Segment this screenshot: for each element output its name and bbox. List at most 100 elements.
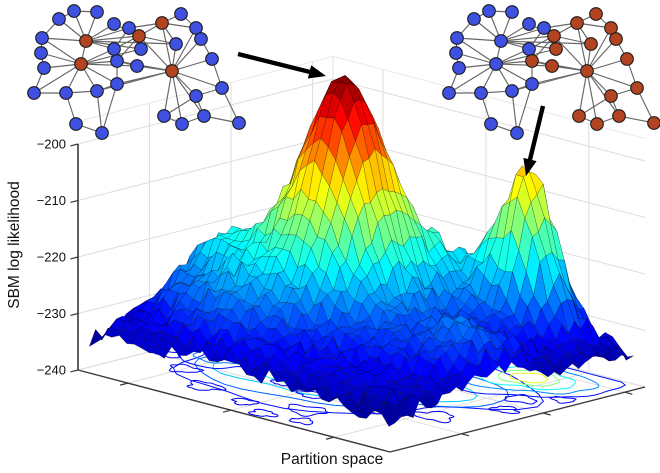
network-node (489, 57, 503, 71)
network-node (450, 31, 464, 45)
arrow-to-secondary-peak (527, 105, 546, 162)
contour-ring (509, 372, 548, 384)
network-edge (171, 70, 223, 89)
network-node (522, 42, 536, 56)
network-node (525, 77, 539, 91)
network-node (467, 12, 481, 26)
network-node (482, 4, 496, 18)
network-edge (495, 48, 557, 65)
network-node (130, 59, 144, 73)
network-node (545, 59, 559, 73)
arrow-to-secondary-peak-head (523, 157, 537, 176)
network-node (169, 37, 183, 51)
network-node (157, 109, 171, 123)
network-node (510, 126, 524, 140)
network-edge (495, 63, 533, 85)
network-edge (33, 63, 82, 94)
network-node (547, 29, 561, 43)
z-tick-label: −230 (37, 306, 66, 321)
contour-ring (186, 379, 227, 391)
network-node (59, 86, 73, 100)
network-edge (116, 70, 173, 85)
contour-ring (287, 403, 329, 417)
network-node (449, 46, 463, 60)
network-edge (171, 70, 205, 117)
network-node (52, 12, 66, 26)
network-node (442, 86, 456, 100)
network-edge (138, 35, 173, 72)
network-node (74, 57, 88, 71)
network-edge (495, 63, 553, 67)
network-node (79, 34, 93, 48)
network-node (609, 32, 623, 46)
arrow-to-global-peak-head (307, 65, 326, 79)
z-axis-label: SBM log likelihood (6, 181, 23, 309)
network-node (584, 37, 598, 51)
network-node (165, 64, 179, 78)
contour-ring (247, 408, 279, 418)
network-edge (80, 48, 142, 65)
network-node (194, 32, 208, 46)
network-node (95, 126, 109, 140)
z-tick-label: −240 (37, 363, 66, 378)
network-edge (41, 37, 87, 42)
network-edge (80, 63, 138, 67)
network-node (572, 109, 586, 123)
z-tick-label: −200 (37, 137, 66, 152)
network-node (174, 7, 188, 21)
network-edge (531, 70, 588, 85)
network-edge (500, 27, 545, 42)
network-node (34, 46, 48, 60)
network-node (590, 117, 604, 131)
contour-ring (549, 395, 577, 404)
network-node (505, 5, 519, 19)
contour-ring (488, 405, 521, 415)
network-edge (80, 63, 118, 85)
network-node (107, 42, 121, 56)
network-edge (163, 70, 173, 117)
contour-ring (504, 393, 538, 405)
network-node (647, 116, 660, 130)
network-node (27, 86, 41, 100)
network-node (570, 16, 584, 30)
z-tick-labels: −200 −210 −220 −230 −240 (37, 137, 66, 378)
network-edge (576, 22, 588, 72)
network-node (205, 52, 219, 66)
network-node (580, 64, 594, 78)
network-edge (456, 37, 502, 42)
network-edge (456, 37, 497, 65)
network-edge (171, 27, 197, 72)
network-node (155, 16, 169, 30)
network-edge (448, 63, 497, 94)
network-edge (586, 27, 612, 72)
network-edge (500, 35, 555, 42)
network-node (37, 61, 51, 75)
network-right-partition (442, 4, 660, 140)
z-axis (70, 143, 79, 373)
network-node (232, 116, 246, 130)
network-node (110, 77, 124, 91)
x-axis-label: Partition space (281, 451, 384, 468)
network-node (69, 117, 83, 131)
contour-ring (230, 397, 260, 406)
network-node (134, 42, 148, 56)
network-left-hubs (27, 4, 246, 140)
network-node (630, 81, 644, 95)
surface-mesh (88, 75, 634, 427)
network-node (474, 86, 488, 100)
network-node (604, 89, 618, 103)
network-node (107, 17, 121, 31)
network-node (122, 21, 136, 35)
network-node (67, 4, 81, 18)
network-node (484, 117, 498, 131)
network-edge (586, 38, 617, 72)
network-edge (553, 35, 588, 72)
network-edge (161, 22, 173, 72)
network-node (505, 84, 519, 98)
network-edge (41, 37, 82, 65)
network-node (589, 7, 603, 21)
network-edge (85, 27, 130, 42)
front-axes (77, 369, 646, 453)
